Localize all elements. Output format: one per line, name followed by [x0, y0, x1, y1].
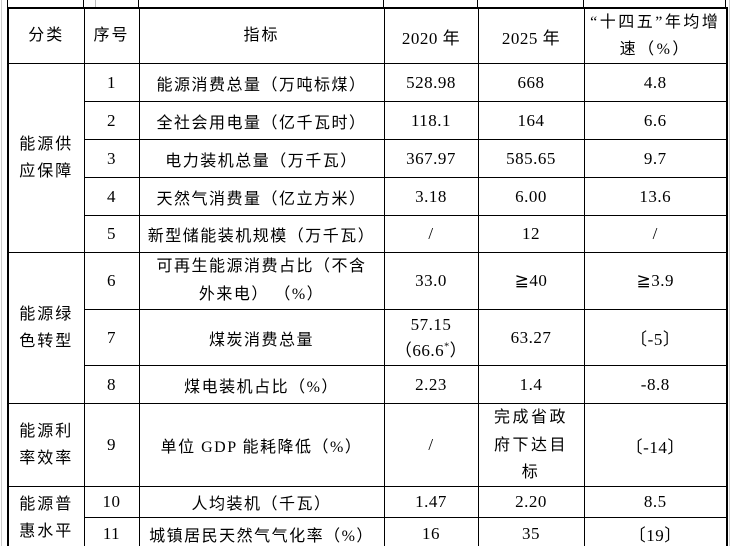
footnote-star: * [444, 341, 450, 353]
cropped-row-border-stub [725, 0, 726, 8]
value-2025-cell: 12 [477, 215, 585, 254]
value-2020-cell: 118.1 [383, 101, 479, 141]
value-2020-cell: 33.0 [383, 252, 479, 311]
header-category: 分类 [7, 7, 85, 65]
indicator-cell: 能源消费总量（万吨标煤） [138, 63, 385, 103]
growth-cell: 〔19〕 [583, 516, 728, 546]
table-row: 2 全社会用电量（亿千瓦时） 118.1 164 6.6 [8, 101, 728, 141]
indicator-cell: 新型储能装机规模（万千瓦） [138, 215, 385, 254]
indicator-cell: 城镇居民天然气气化率（%） [138, 516, 385, 546]
serial-cell: 1 [83, 63, 140, 103]
category-cell-supply: 能源供应保障 [7, 63, 85, 254]
header-year-2025: 2025 年 [477, 7, 585, 65]
value-2025-cell: 164 [477, 101, 585, 141]
page-top-tick [95, 0, 96, 7]
value-2025-cell: 完成省政 府下达目 标 [477, 403, 585, 487]
category-cell-efficiency: 能源利率效率 [7, 403, 85, 487]
value-2025-cell: 668 [477, 63, 585, 103]
category-cell-welfare: 能源普惠水平 [7, 485, 85, 546]
indicator-cell: 人均装机（千瓦） [138, 485, 385, 518]
value-2020-cell: 57.15 （66.6*） [383, 309, 479, 367]
growth-cell: 9.7 [583, 139, 728, 179]
growth-cell: 8.5 [583, 485, 728, 518]
header-row: 分类 序号 指标 2020 年 2025 年 “十四五”年均增 速（%） [7, 7, 728, 65]
value-2020-cell: 1.47 [383, 485, 479, 518]
value-2025-cell: 63.27 [477, 309, 585, 367]
value-2025-cell: ≧40 [477, 252, 585, 311]
cropped-row-border-stub [7, 0, 8, 8]
serial-cell: 5 [83, 215, 140, 254]
table-row: 11 城镇居民天然气气化率（%） 16 35 〔19〕 [8, 516, 728, 546]
value-2025-cell: 2.20 [477, 485, 585, 518]
page-left-edge [1, 0, 2, 546]
cropped-row-border-stub [383, 0, 384, 8]
indicator-cell: 可再生能源消费占比（不含 外来电） （%） [138, 252, 385, 311]
indicator-cell: 天然气消费量（亿立方米） [138, 177, 385, 217]
value-2020-cell: 16 [383, 516, 479, 546]
growth-cell: / [583, 215, 728, 254]
growth-cell: ≧3.9 [583, 252, 728, 311]
table-row: 8 煤电装机占比（%） 2.23 1.4 -8.8 [8, 365, 728, 405]
value-2020-cell: 528.98 [383, 63, 479, 103]
serial-cell: 6 [83, 252, 140, 311]
serial-cell: 11 [83, 516, 140, 546]
growth-cell: 6.6 [583, 101, 728, 141]
table-row: 4 天然气消费量（亿立方米） 3.18 6.00 13.6 [8, 177, 728, 217]
growth-cell: 〔-14〕 [583, 403, 728, 487]
value-2020-cell: / [383, 403, 479, 487]
value-2020-cell: / [383, 215, 479, 254]
value-2020-cell: 3.18 [383, 177, 479, 217]
header-year-2020: 2020 年 [383, 7, 479, 65]
indicator-cell: 全社会用电量（亿千瓦时） [138, 101, 385, 141]
serial-cell: 4 [83, 177, 140, 217]
serial-cell: 3 [83, 139, 140, 179]
growth-cell: 〔-5〕 [583, 309, 728, 367]
value-2020-cell: 2.23 [383, 365, 479, 405]
page-right-edge [729, 0, 730, 546]
category-cell-green: 能源绿色转型 [7, 252, 85, 405]
serial-cell: 10 [83, 485, 140, 518]
growth-cell: -8.8 [583, 365, 728, 405]
table-row: 能源供应保障 1 能源消费总量（万吨标煤） 528.98 668 4.8 [7, 63, 728, 254]
header-serial: 序号 [83, 7, 140, 65]
value-2020-cell: 367.97 [383, 139, 479, 179]
cropped-row-border-stub [583, 0, 584, 8]
indicator-table: 分类 序号 指标 2020 年 2025 年 “十四五”年均增 速（%） 能源供… [7, 7, 728, 546]
serial-cell: 9 [83, 403, 140, 487]
growth-cell: 4.8 [583, 63, 728, 103]
value-2025-cell: 585.65 [477, 139, 585, 179]
table-row: 5 新型储能装机规模（万千瓦） / 12 / [8, 215, 728, 254]
indicator-cell: 煤电装机占比（%） [138, 365, 385, 405]
value-2025-cell: 35 [477, 516, 585, 546]
serial-cell: 8 [83, 365, 140, 405]
table-row: 3 电力装机总量（万千瓦） 367.97 585.65 9.7 [8, 139, 728, 179]
table-row: 7 煤炭消费总量 57.15 （66.6*） 63.27 〔-5〕 [8, 309, 728, 367]
growth-cell: 13.6 [583, 177, 728, 217]
indicator-cell: 电力装机总量（万千瓦） [138, 139, 385, 179]
cropped-row-border-stub [83, 0, 84, 8]
serial-cell: 2 [83, 101, 140, 141]
cropped-row-border-stub [477, 0, 478, 8]
cropped-row-border-stub [138, 0, 139, 8]
table-row: 能源普惠水平 10 人均装机（千瓦） 1.47 2.20 8.5 [7, 485, 728, 546]
serial-cell: 7 [83, 309, 140, 367]
header-indicator: 指标 [138, 7, 385, 65]
indicator-cell: 单位 GDP 能耗降低（%） [138, 403, 385, 487]
header-growth: “十四五”年均增 速（%） [583, 7, 728, 65]
table-row: 能源绿色转型 6 可再生能源消费占比（不含 外来电） （%） 33.0 ≧40 … [7, 252, 728, 405]
value-2025-cell: 1.4 [477, 365, 585, 405]
table-row: 能源利率效率 9 单位 GDP 能耗降低（%） / 完成省政 府下达目 标 〔-… [7, 403, 728, 487]
indicator-cell: 煤炭消费总量 [138, 309, 385, 367]
value-2025-cell: 6.00 [477, 177, 585, 217]
